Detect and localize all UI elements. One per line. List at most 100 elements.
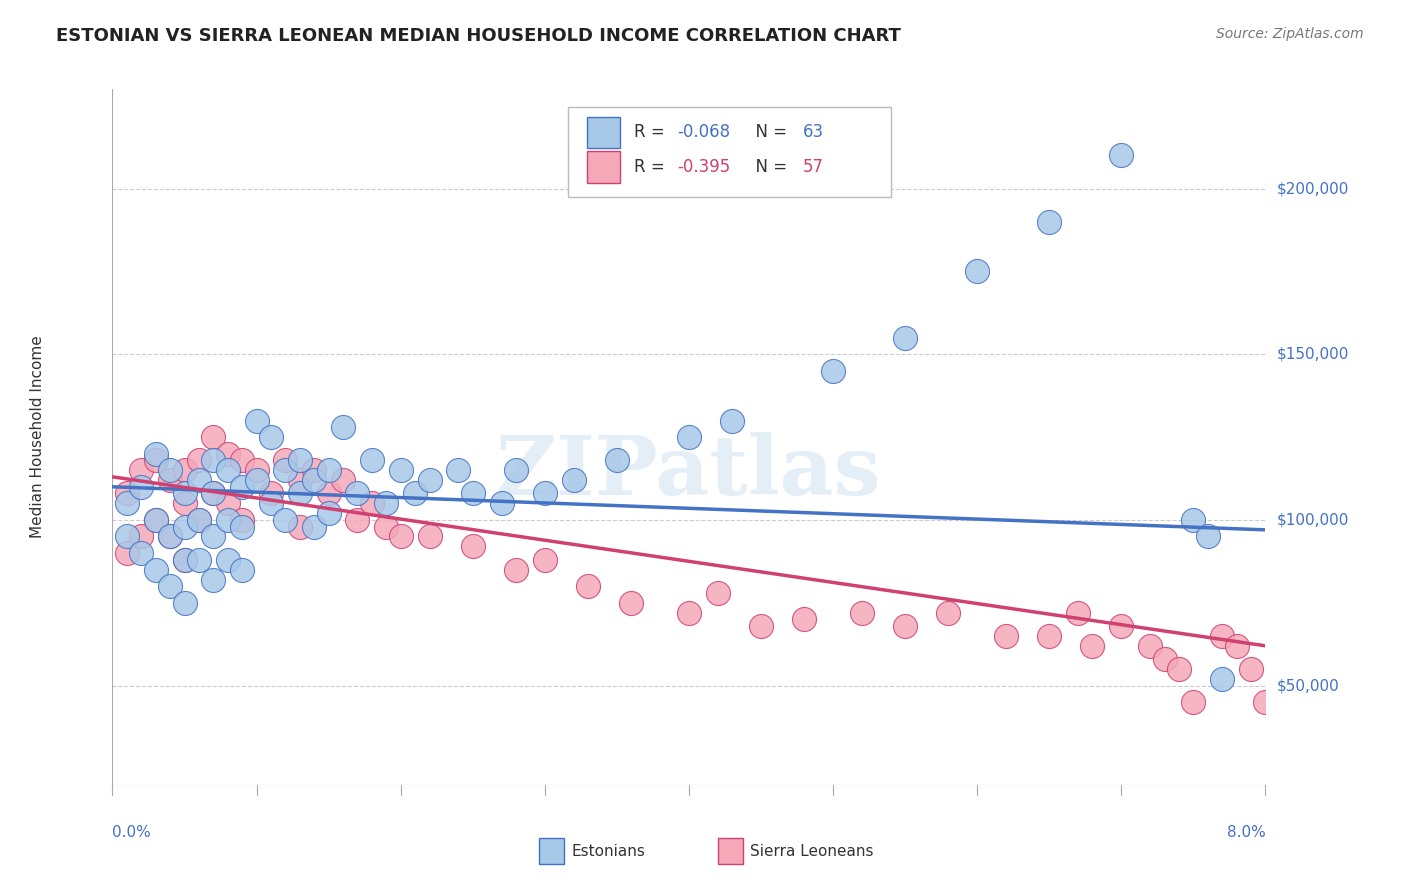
Point bbox=[995, 629, 1018, 643]
Point bbox=[461, 486, 484, 500]
Point bbox=[129, 546, 153, 560]
Point bbox=[749, 619, 772, 633]
Point bbox=[389, 463, 412, 477]
Point bbox=[318, 486, 340, 500]
Point bbox=[304, 473, 326, 487]
Point bbox=[678, 606, 700, 620]
Text: ZIPatlas: ZIPatlas bbox=[496, 432, 882, 512]
Point bbox=[304, 519, 326, 533]
Point bbox=[533, 552, 555, 566]
Text: $100,000: $100,000 bbox=[1277, 512, 1348, 527]
Text: N =: N = bbox=[745, 123, 793, 141]
Point bbox=[721, 413, 744, 427]
Text: Median Household Income: Median Household Income bbox=[30, 335, 45, 539]
Text: ESTONIAN VS SIERRA LEONEAN MEDIAN HOUSEHOLD INCOME CORRELATION CHART: ESTONIAN VS SIERRA LEONEAN MEDIAN HOUSEH… bbox=[56, 27, 901, 45]
Point bbox=[173, 496, 195, 510]
Point bbox=[318, 463, 340, 477]
Point bbox=[217, 552, 239, 566]
Point bbox=[159, 473, 181, 487]
Point bbox=[707, 586, 730, 600]
Point bbox=[1139, 639, 1161, 653]
Point bbox=[1211, 672, 1233, 686]
Point bbox=[1182, 513, 1205, 527]
Point bbox=[1254, 695, 1277, 709]
FancyBboxPatch shape bbox=[588, 117, 620, 148]
Text: -0.395: -0.395 bbox=[678, 158, 731, 176]
Point bbox=[419, 529, 441, 543]
Point bbox=[129, 463, 153, 477]
Point bbox=[505, 463, 527, 477]
Point bbox=[202, 486, 225, 500]
Point bbox=[217, 496, 239, 510]
Point bbox=[188, 513, 211, 527]
Point bbox=[115, 529, 138, 543]
Point bbox=[188, 453, 211, 467]
Point bbox=[375, 496, 398, 510]
Point bbox=[389, 529, 412, 543]
Text: Estonians: Estonians bbox=[571, 844, 645, 859]
Point bbox=[576, 579, 599, 593]
Point bbox=[145, 453, 167, 467]
Point bbox=[159, 529, 181, 543]
Point bbox=[419, 473, 441, 487]
Point bbox=[274, 453, 297, 467]
Point bbox=[188, 552, 211, 566]
Point bbox=[145, 513, 167, 527]
Point bbox=[606, 453, 628, 467]
Point bbox=[129, 529, 153, 543]
Point bbox=[129, 480, 153, 494]
Point bbox=[404, 486, 426, 500]
Point bbox=[260, 430, 283, 444]
Point bbox=[288, 453, 311, 467]
Point bbox=[202, 573, 225, 587]
Point bbox=[1240, 662, 1263, 676]
Point bbox=[173, 596, 195, 610]
Point bbox=[1111, 619, 1133, 633]
Text: 0.0%: 0.0% bbox=[112, 825, 152, 839]
Text: 63: 63 bbox=[803, 123, 824, 141]
Point bbox=[821, 364, 844, 378]
Point bbox=[145, 447, 167, 461]
Point bbox=[173, 552, 195, 566]
Point bbox=[332, 420, 354, 434]
Point bbox=[461, 540, 484, 554]
Point bbox=[245, 413, 267, 427]
Point bbox=[447, 463, 470, 477]
Point bbox=[1211, 629, 1233, 643]
Point bbox=[966, 264, 988, 278]
Point bbox=[159, 529, 181, 543]
Point bbox=[217, 463, 239, 477]
Text: 8.0%: 8.0% bbox=[1226, 825, 1265, 839]
Point bbox=[318, 506, 340, 520]
Point bbox=[231, 519, 253, 533]
Point bbox=[115, 486, 138, 500]
Point bbox=[894, 619, 917, 633]
Point bbox=[505, 563, 527, 577]
Point bbox=[173, 552, 195, 566]
Point bbox=[231, 480, 253, 494]
Point bbox=[1167, 662, 1189, 676]
Point bbox=[288, 473, 311, 487]
Point bbox=[245, 473, 267, 487]
Point bbox=[159, 579, 181, 593]
Point bbox=[145, 513, 167, 527]
Point bbox=[288, 486, 311, 500]
Point bbox=[173, 486, 195, 500]
Point bbox=[360, 496, 382, 510]
Point bbox=[1111, 148, 1133, 162]
Point bbox=[217, 513, 239, 527]
Point bbox=[260, 486, 283, 500]
Point bbox=[304, 463, 326, 477]
Point bbox=[346, 513, 368, 527]
Point bbox=[288, 519, 311, 533]
Point bbox=[231, 453, 253, 467]
Text: -0.068: -0.068 bbox=[678, 123, 731, 141]
Text: 57: 57 bbox=[803, 158, 824, 176]
Point bbox=[173, 463, 195, 477]
Point bbox=[1197, 529, 1219, 543]
FancyBboxPatch shape bbox=[538, 838, 564, 864]
FancyBboxPatch shape bbox=[588, 152, 620, 183]
Point bbox=[678, 430, 700, 444]
Point bbox=[491, 496, 513, 510]
Point bbox=[188, 473, 211, 487]
